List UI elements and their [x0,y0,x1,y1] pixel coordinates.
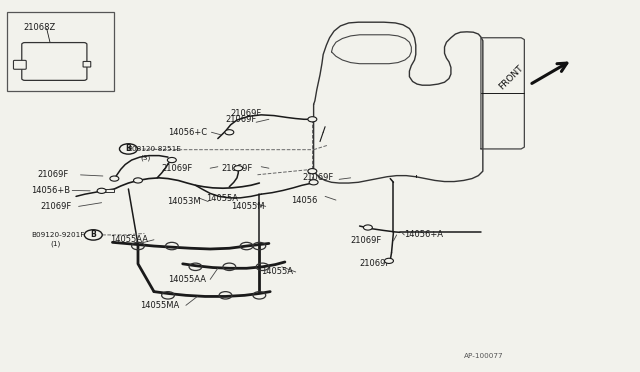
FancyBboxPatch shape [22,42,87,80]
Text: 21069F: 21069F [162,164,193,173]
Circle shape [234,166,243,171]
FancyBboxPatch shape [83,61,91,67]
Circle shape [97,188,106,193]
Text: 14056+A: 14056+A [404,230,444,240]
Circle shape [134,178,143,183]
Circle shape [225,130,234,135]
Text: 14056+C: 14056+C [168,128,207,137]
Text: 21068Z: 21068Z [23,23,55,32]
Text: 21069F: 21069F [230,109,262,118]
Bar [7,12,115,92]
Text: B08120-8251E: B08120-8251E [127,146,181,152]
FancyBboxPatch shape [13,60,26,69]
Text: B: B [125,144,131,153]
Circle shape [309,180,318,185]
Text: B09120-9201F: B09120-9201F [31,232,84,238]
Circle shape [110,176,119,181]
Text: 21069F: 21069F [221,164,252,173]
Text: 21069F: 21069F [360,259,391,268]
Circle shape [364,225,372,230]
Circle shape [308,169,317,174]
Text: (3): (3) [140,155,150,161]
Bar [104,189,115,192]
Circle shape [308,117,317,122]
Text: 21069F: 21069F [302,173,333,182]
Text: 14055MA: 14055MA [140,301,179,310]
Text: 14053M: 14053M [167,197,200,206]
Text: 14056: 14056 [291,196,317,205]
Text: FRONT: FRONT [498,64,525,92]
Text: 14055A: 14055A [206,195,238,203]
Text: 21069F: 21069F [40,202,72,211]
Circle shape [168,157,176,163]
Text: B: B [90,230,96,240]
Text: 14056+B: 14056+B [31,186,70,195]
Text: (1): (1) [51,240,61,247]
Text: 14055AA: 14055AA [168,275,206,284]
Text: 14055A: 14055A [261,267,293,276]
Text: 14055M: 14055M [230,202,264,211]
Text: AP-100077: AP-100077 [464,353,503,359]
Text: 14055AA: 14055AA [111,235,148,244]
Text: 21069F: 21069F [225,115,257,124]
Text: 21069F: 21069F [351,236,382,246]
Text: 21069F: 21069F [38,170,69,179]
Circle shape [385,258,394,263]
